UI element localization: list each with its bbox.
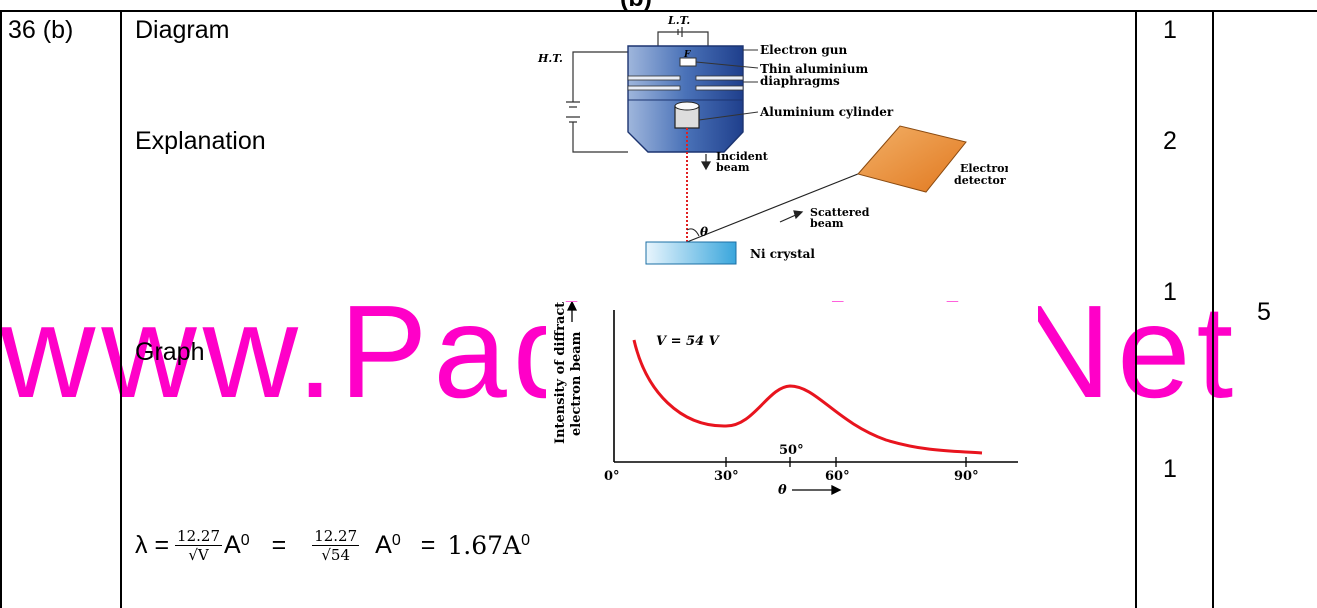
diagram-label-cylinder: Aluminium cylinder <box>759 105 894 119</box>
theta-arc <box>686 228 700 237</box>
graph-peak-label: 50° <box>779 443 804 458</box>
label-explanation: Explanation <box>135 127 266 155</box>
angstrom-unit-1: A <box>224 530 241 559</box>
label-pointers <box>695 49 759 121</box>
diaphragm-3 <box>627 85 681 91</box>
diagram-label-detector-1: Electron <box>960 162 1008 175</box>
graph-xlabel: θ <box>778 483 787 498</box>
fraction-specific: 12.27 √54 <box>312 526 360 564</box>
fraction-specific-denominator: √54 <box>321 545 350 564</box>
marks-diagram: 1 <box>1163 16 1177 44</box>
graph-ylabel-2: electron beam <box>569 331 584 436</box>
diagram-label-diaphragms-2: diaphragms <box>760 74 840 88</box>
angstrom-exponent-1: 0 <box>240 532 250 549</box>
graph-tick-90: 90° <box>954 469 979 484</box>
diagram-label-incident-1: Incident <box>716 150 769 163</box>
diagram-label-ht: H.T. <box>537 52 563 65</box>
angstrom-exponent-2: 0 <box>391 532 401 549</box>
x-ticks <box>725 457 967 467</box>
apparatus-diagram: L.T. H.T. F Electron gun Thin aluminium … <box>537 14 1008 265</box>
marks-formula: 1 <box>1163 455 1177 483</box>
label-diagram: Diagram <box>135 16 230 44</box>
table-left-border <box>0 10 2 608</box>
intensity-curve <box>632 339 983 455</box>
x-axis-arrow <box>792 484 842 496</box>
diaphragm-4 <box>695 85 744 91</box>
diagram-label-incident-2: beam <box>716 161 750 174</box>
diagram-label-diaphragms-1: Thin aluminium <box>760 62 868 76</box>
graph-ylabel-1: Intensity of diffracted <box>553 302 568 444</box>
table-top-border <box>0 10 1317 12</box>
circuit-wires <box>566 27 709 153</box>
graph-tick-60: 60° <box>825 469 850 484</box>
result-value: 1.67A <box>447 530 522 560</box>
diaphragm-2 <box>695 75 744 81</box>
question-number: 36 (b) <box>8 16 74 44</box>
y-axis-arrow <box>566 302 578 322</box>
header-fragment: (b) <box>620 0 652 13</box>
equals-sign-2: = <box>271 530 287 559</box>
electron-detector <box>857 125 967 193</box>
result-exponent: 0 <box>521 532 530 549</box>
ni-crystal <box>645 241 737 265</box>
marks-graph: 1 <box>1163 278 1177 306</box>
diagram-label-scattered-1: Scattered <box>810 206 870 219</box>
diaphragm-1 <box>627 75 681 81</box>
marks-explanation: 2 <box>1163 127 1177 155</box>
diagram-label-lt: L.T. <box>667 14 690 27</box>
graph-tick-0: 0° <box>604 469 620 484</box>
angstrom-unit-2: A <box>375 530 392 559</box>
fraction-general-numerator: 12.27 <box>175 526 222 546</box>
column-divider-1 <box>120 10 122 608</box>
incident-arrow <box>700 154 712 171</box>
diagram-label-scattered-2: beam <box>810 217 844 230</box>
fraction-general: 12.27 √V <box>175 527 222 564</box>
diagram-label-detector-2: detector <box>954 174 1006 187</box>
scattered-arrow <box>779 210 804 223</box>
lambda-symbol: λ = <box>135 530 170 559</box>
total-marks: 5 <box>1257 298 1271 326</box>
fraction-specific-numerator: 12.27 <box>312 526 360 546</box>
scattered-beam <box>686 163 884 243</box>
intensity-graph: Intensity of diffracted electron beam 0°… <box>546 302 1038 498</box>
graph-annotation: V = 54 V <box>656 334 721 349</box>
fraction-general-denominator: √V <box>188 545 209 564</box>
label-graph: Graph <box>135 338 205 366</box>
column-divider-2 <box>1135 10 1137 608</box>
electron-gun-housing <box>627 45 744 153</box>
column-divider-3 <box>1212 10 1214 608</box>
diagram-label-electron-gun: Electron gun <box>760 43 848 57</box>
equals-sign-3: = <box>420 530 436 559</box>
diagram-label-f: F <box>683 50 691 60</box>
graph-tick-30: 30° <box>714 469 739 484</box>
diagram-label-theta: θ <box>700 225 708 239</box>
diagram-label-crystal: Ni crystal <box>750 247 815 261</box>
